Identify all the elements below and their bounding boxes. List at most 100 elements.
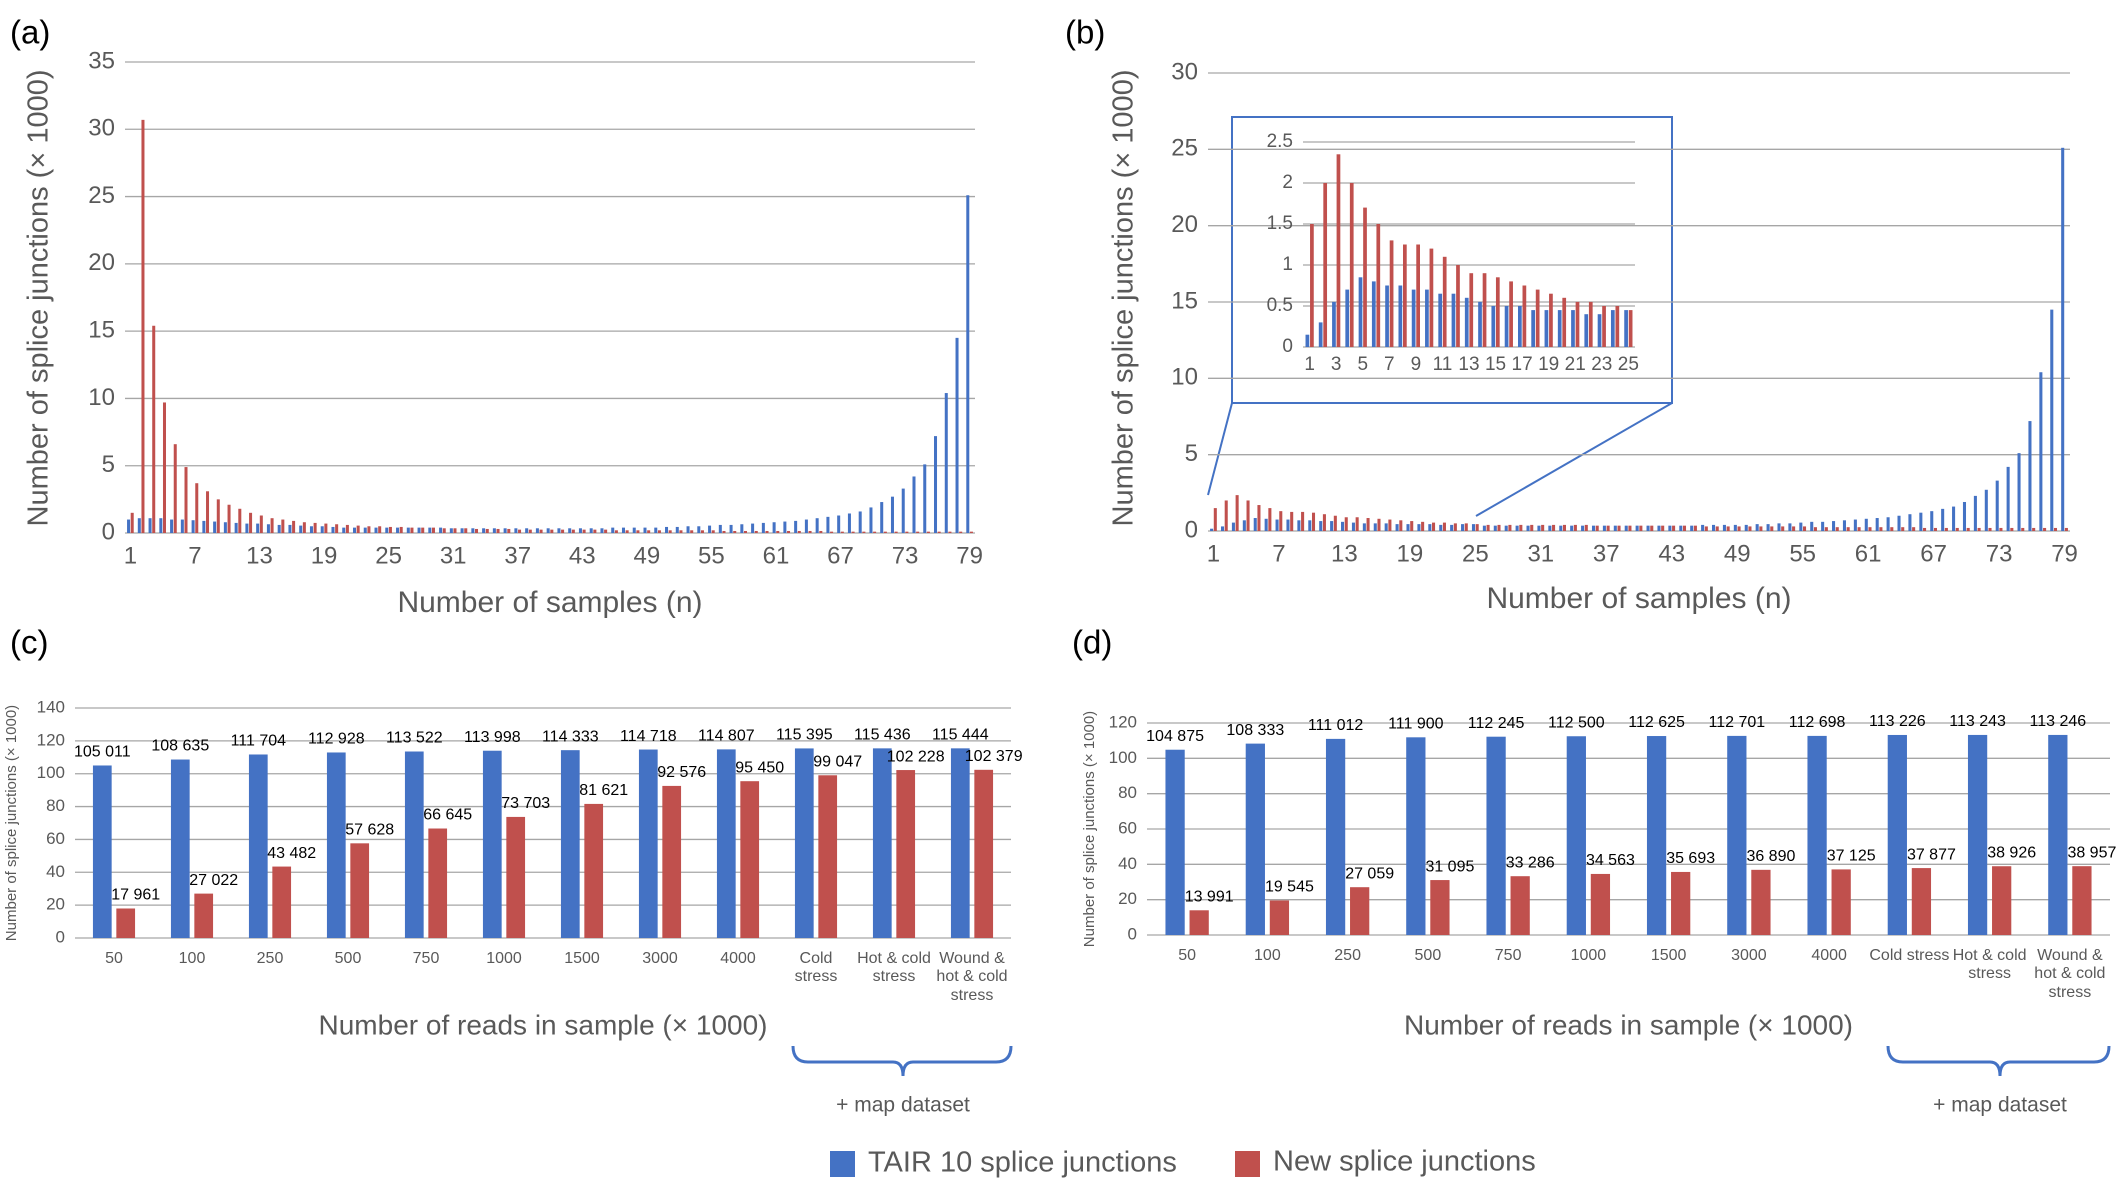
bar	[1535, 289, 1540, 347]
bar	[1748, 526, 1752, 531]
x-tick-label: 13	[246, 542, 273, 569]
bar	[1497, 524, 1501, 531]
bar	[130, 512, 134, 533]
bar	[668, 530, 672, 533]
bar	[912, 476, 916, 533]
bar	[2053, 527, 2058, 531]
bar	[1595, 525, 1599, 531]
bar	[162, 402, 166, 533]
bar	[428, 527, 432, 533]
legend-label: TAIR 10 splice junctions	[868, 1147, 1177, 1179]
bar	[385, 527, 389, 533]
x-tick-label-box: 500	[1415, 947, 1442, 964]
x-tick-label-box: Cold stress	[1869, 947, 1949, 964]
value-label: 27 059	[1345, 865, 1394, 882]
bar	[1967, 734, 1988, 935]
bar	[584, 803, 604, 938]
bar	[148, 518, 152, 533]
bar	[2010, 527, 2014, 531]
bar	[159, 518, 163, 533]
bar	[421, 527, 425, 533]
bar	[1853, 519, 1857, 531]
x-tick-label-box: 1500	[564, 950, 600, 967]
value-label: 92 576	[657, 764, 706, 781]
value-label: 105 011	[74, 744, 131, 761]
bar	[1715, 526, 1719, 531]
bar	[1442, 256, 1447, 347]
bar	[851, 531, 855, 533]
bar	[399, 526, 403, 533]
bar	[1919, 512, 1923, 531]
x-tick-label: 1500	[564, 950, 600, 967]
bar	[1575, 301, 1580, 347]
y-axis-label: Number of splice junctions (× 1000)	[3, 705, 20, 941]
bar	[356, 525, 360, 533]
value-label: 113 522	[386, 730, 443, 747]
bar	[1661, 525, 1665, 531]
bar	[404, 751, 424, 938]
annotation: + map dataset	[1933, 1094, 2067, 1117]
bar	[1297, 520, 1301, 531]
bar	[1602, 306, 1606, 347]
bar	[1432, 522, 1436, 531]
y-tick-label: 40	[46, 862, 65, 881]
value-label: 57 628	[345, 822, 394, 839]
value-label: 102 228	[887, 748, 945, 765]
value-label: 34 563	[1586, 852, 1635, 869]
value-label: 112 625	[1628, 714, 1685, 731]
bar	[926, 531, 930, 533]
bar	[396, 527, 400, 533]
bar	[1602, 525, 1606, 531]
y-tick-label: 25	[88, 182, 115, 209]
y-tick-label: 40	[1118, 854, 1137, 873]
bar	[611, 527, 615, 533]
bar	[1941, 508, 1945, 531]
inset-x-tick-label: 15	[1485, 354, 1506, 375]
x-tick-label: Wound & hot & cold stress	[2034, 947, 2106, 1001]
value-label: 112 245	[1468, 715, 1525, 732]
value-label: 27 022	[189, 872, 238, 889]
bar	[539, 529, 543, 533]
bar	[1345, 289, 1350, 347]
bar	[92, 765, 112, 938]
bar	[1318, 322, 1323, 347]
bar	[1802, 526, 1807, 531]
bar	[1566, 736, 1586, 935]
bar	[1332, 301, 1336, 347]
bar	[299, 525, 303, 533]
y-tick-label: 0	[1282, 336, 1293, 357]
bar	[1610, 310, 1615, 347]
x-tick-label: 750	[1494, 947, 1522, 964]
bar	[880, 502, 884, 533]
bar	[2043, 527, 2047, 531]
panel-label: (c)	[10, 624, 48, 661]
bar	[697, 526, 701, 533]
bar	[1508, 524, 1512, 531]
x-tick-label: 37	[504, 542, 531, 569]
x-tick-label-box: 250	[257, 950, 284, 967]
bar	[959, 531, 963, 533]
bar	[711, 530, 715, 533]
bar	[1165, 749, 1185, 935]
bar	[1442, 522, 1446, 531]
bar	[1322, 514, 1326, 531]
bar	[1842, 520, 1846, 531]
bar	[950, 748, 970, 938]
x-tick-label-box: Hot & cold stress	[857, 950, 931, 985]
bar	[966, 195, 970, 533]
bar	[1726, 526, 1730, 531]
bar	[675, 526, 679, 533]
bar	[1624, 525, 1628, 531]
bar	[1220, 526, 1225, 531]
bar	[270, 518, 274, 533]
bar	[506, 816, 526, 938]
bar	[600, 528, 604, 533]
bar	[238, 508, 242, 533]
bracket	[791, 1045, 1013, 1077]
value-label: 114 807	[698, 728, 755, 745]
bar	[1751, 869, 1771, 935]
bar	[901, 488, 905, 533]
bar	[1912, 527, 1916, 531]
bar	[969, 531, 973, 533]
